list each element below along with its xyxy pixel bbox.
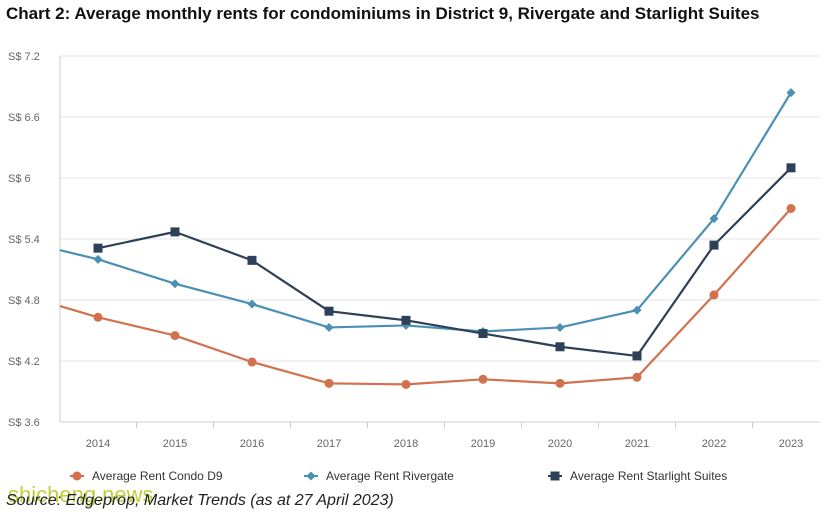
y-tick-label: S$ 3.6 <box>8 417 40 429</box>
data-point <box>478 374 488 384</box>
data-point <box>93 254 103 264</box>
data-point <box>324 306 334 316</box>
y-tick-label: S$ 4.8 <box>8 295 40 307</box>
x-tick-label: 2018 <box>394 438 418 450</box>
data-point <box>401 315 411 325</box>
series-line <box>59 207 792 386</box>
data-point <box>555 342 565 352</box>
y-tick-label: S$ 7.2 <box>8 51 40 63</box>
watermark: shicheng.news <box>8 482 154 507</box>
series-1 <box>59 88 796 337</box>
data-point <box>632 372 642 382</box>
data-point <box>324 322 334 332</box>
data-point <box>247 255 257 265</box>
legend-marker <box>72 471 82 481</box>
y-tick-label: S$ 6.6 <box>8 112 40 124</box>
data-point <box>555 378 565 388</box>
legend[interactable]: Average Rent Condo D9 Average Rent Riverg… <box>70 469 727 483</box>
x-tick-label: 2017 <box>317 438 341 450</box>
data-point <box>786 88 796 98</box>
data-point <box>709 240 719 250</box>
x-tick-label: 2023 <box>779 438 803 450</box>
data-point <box>324 378 334 388</box>
data-point <box>709 214 719 224</box>
data-point <box>93 243 103 253</box>
series-0 <box>59 204 796 389</box>
data-point <box>632 351 642 361</box>
legend-item[interactable]: Average Rent Starlight Suites <box>548 469 727 483</box>
grid-lines <box>60 55 820 423</box>
x-tick-label: 2019 <box>471 438 495 450</box>
data-point <box>555 322 565 332</box>
x-tick-label: 2022 <box>702 438 726 450</box>
data-point <box>93 312 103 322</box>
data-point <box>170 227 180 237</box>
legend-item[interactable]: Average Rent Condo D9 <box>70 469 223 483</box>
data-point <box>786 204 796 213</box>
legend-marker <box>550 471 560 481</box>
source-note: Source: Edgeprop, Market Trends (as at 2… <box>6 492 394 509</box>
x-tick-label: 2015 <box>163 438 187 450</box>
x-tick-label: 2021 <box>625 438 649 450</box>
data-point <box>401 379 411 389</box>
data-point <box>247 357 257 367</box>
legend-item[interactable]: Average Rent Rivergate <box>304 469 454 483</box>
y-tick-label: S$ 5.4 <box>8 234 40 246</box>
x-tick-label: 2014 <box>86 438 110 450</box>
legend-label: Average Rent Condo D9 <box>92 469 223 483</box>
legend-label: Average Rent Starlight Suites <box>570 469 727 483</box>
x-tick-label: 2020 <box>548 438 572 450</box>
data-point <box>170 279 180 289</box>
data-point <box>478 329 488 339</box>
y-tick-label: S$ 6 <box>8 173 31 185</box>
data-point <box>632 305 642 315</box>
data-point <box>786 163 796 173</box>
series-2 <box>93 163 796 361</box>
chart-title: Chart 2: Average monthly rents for condo… <box>6 4 760 23</box>
data-point <box>170 331 180 341</box>
legend-label: Average Rent Rivergate <box>326 469 454 483</box>
data-point <box>709 290 719 300</box>
legend-marker <box>306 471 316 481</box>
series-lines <box>59 88 796 389</box>
series-line <box>59 92 792 333</box>
series-line <box>97 167 792 358</box>
axes: S$ 3.6 S$ 4.2 S$ 4.8 S$ 5.4 S$ 6 S$ 6.6 S$ 7.2… <box>8 51 820 450</box>
x-tick-label: 2016 <box>240 438 264 450</box>
data-point <box>247 299 257 309</box>
y-tick-label: S$ 4.2 <box>8 356 40 368</box>
